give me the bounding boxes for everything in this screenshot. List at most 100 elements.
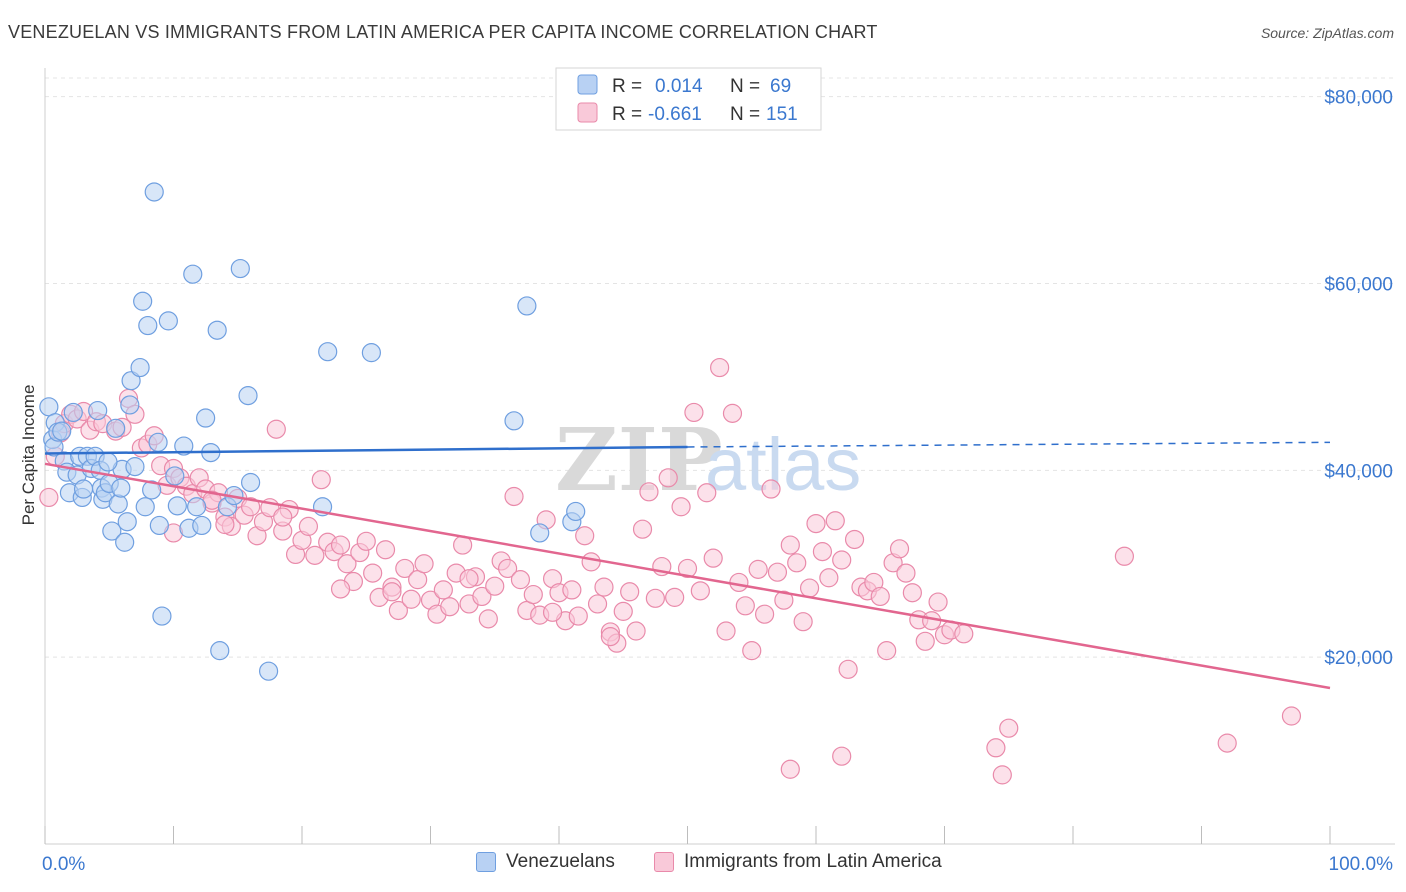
- venezuelan-point: [106, 418, 126, 438]
- immigrant-point: [395, 558, 415, 579]
- immigrant-point: [311, 470, 331, 490]
- legend-swatch-venezuelans: [577, 74, 598, 95]
- immigrant-point: [658, 468, 678, 488]
- venezuelan-point: [174, 436, 194, 456]
- venezuelan-point: [238, 386, 258, 406]
- immigrant-point: [273, 507, 293, 527]
- x-tick-label-min: 0.0%: [42, 854, 85, 875]
- venezuelan-point: [125, 457, 145, 477]
- venezuelan-point: [133, 291, 153, 311]
- immigrant-point: [620, 582, 640, 602]
- venezuelan-point: [207, 320, 227, 340]
- immigrant-point: [1114, 546, 1135, 566]
- venezuelan-point: [504, 411, 524, 431]
- x-tick-label-max: 100.0%: [1329, 854, 1394, 875]
- immigrant-point: [440, 597, 460, 617]
- legend-r-value-2: -0.661: [648, 104, 702, 125]
- immigrant-point: [626, 621, 646, 641]
- immigrant-point: [298, 516, 319, 536]
- venezuelan-point: [115, 532, 135, 552]
- immigrant-point: [382, 582, 402, 602]
- venezuelan-point: [142, 480, 162, 500]
- legend-n-value-1: 69: [770, 76, 791, 97]
- immigrant-point: [1281, 706, 1302, 726]
- immigrant-point: [485, 576, 505, 596]
- y-tick-label: $80,000: [1324, 88, 1393, 109]
- venezuelan-point: [167, 496, 187, 516]
- immigrant-point: [241, 497, 261, 517]
- venezuelan-point: [187, 497, 207, 517]
- immigrant-point: [787, 553, 807, 573]
- immigrant-point: [896, 563, 916, 583]
- immigrant-point: [832, 550, 852, 570]
- immigrant-point: [639, 482, 659, 502]
- immigrant-point: [356, 531, 376, 551]
- venezuelan-point: [152, 606, 172, 626]
- immigrant-point: [1217, 733, 1237, 753]
- venezuelan-point: [52, 421, 72, 441]
- immigrant-point: [581, 552, 601, 572]
- legend-r-label-2: R =: [612, 104, 642, 125]
- immigrant-point: [703, 548, 723, 568]
- legend-label-venezuelans: Venezuelans: [506, 851, 615, 872]
- legend-item-immigrants: Immigrants from Latin America: [654, 851, 942, 873]
- immigrant-point: [305, 545, 325, 565]
- immigrant-point: [684, 402, 704, 423]
- venezuelan-point: [165, 466, 185, 486]
- immigrant-point: [401, 589, 421, 609]
- immigrant-point: [742, 641, 762, 661]
- immigrant-point: [870, 586, 890, 607]
- venezuelan-point: [73, 479, 94, 499]
- immigrant-point: [677, 558, 698, 579]
- legend-n-label-1: N =: [730, 76, 760, 97]
- immigrant-point: [915, 631, 935, 651]
- immigrant-point: [510, 570, 531, 590]
- chart-title: VENEZUELAN VS IMMIGRANTS FROM LATIN AMER…: [8, 22, 878, 42]
- immigrant-point: [671, 497, 691, 517]
- venezuelan-point: [196, 408, 216, 428]
- venezuelan-point: [361, 343, 381, 363]
- immigrants-swatch: [654, 852, 674, 872]
- immigrant-point: [632, 519, 653, 539]
- y-tick-label: $60,000: [1324, 275, 1393, 296]
- immigrant-point: [414, 554, 434, 574]
- series-venezuelans-points: [39, 182, 586, 681]
- watermark: ZIP atlas: [555, 410, 861, 511]
- venezuelan-point: [318, 342, 338, 362]
- immigrant-point: [825, 511, 845, 531]
- immigrant-point: [665, 587, 685, 607]
- immigrant-point: [774, 590, 794, 610]
- immigrant-point: [613, 601, 633, 621]
- legend-n-value-2: 151: [766, 104, 798, 125]
- venezuelan-point: [183, 264, 203, 284]
- immigrant-point: [819, 568, 839, 588]
- immigrant-point: [498, 558, 518, 579]
- immigrant-point: [754, 604, 775, 624]
- legend-swatch-immigrants: [577, 102, 598, 123]
- immigrant-point: [587, 594, 608, 614]
- immigrant-point: [459, 569, 479, 589]
- immigrant-point: [844, 529, 865, 550]
- immigrant-point: [889, 539, 910, 559]
- immigrant-point: [780, 535, 800, 555]
- immigrant-point: [780, 759, 800, 779]
- immigrant-point: [954, 624, 974, 644]
- venezuelan-point: [121, 371, 141, 391]
- stats-legend: R = 0.014 N = 69 R = -0.661 N = 151: [555, 67, 822, 131]
- venezuelan-point: [149, 515, 169, 536]
- immigrant-point: [600, 627, 621, 647]
- watermark-zip: ZIP: [555, 410, 723, 511]
- immigrant-point: [363, 563, 383, 583]
- legend-item-venezuelans: Venezuelans: [476, 851, 615, 873]
- immigrant-point: [992, 765, 1012, 785]
- immigrant-point: [729, 572, 749, 593]
- trend-line-venezuelans-extension: [687, 441, 1331, 448]
- immigrant-point: [697, 483, 717, 503]
- venezuelan-point: [63, 402, 83, 423]
- legend-r-label-1: R =: [612, 76, 642, 97]
- immigrant-point: [594, 577, 614, 597]
- immigrant-point: [504, 486, 524, 507]
- immigrant-point: [806, 513, 826, 534]
- y-tick-label: $40,000: [1324, 461, 1393, 482]
- immigrant-point: [523, 584, 543, 605]
